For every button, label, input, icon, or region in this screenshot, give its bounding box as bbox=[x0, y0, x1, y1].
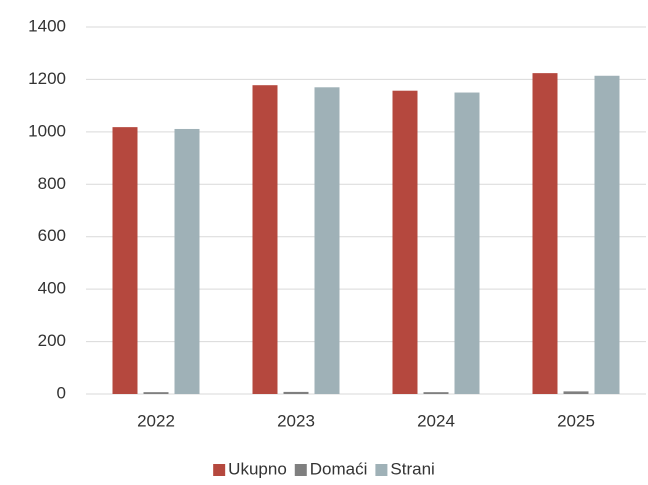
bar bbox=[423, 392, 449, 394]
bar bbox=[563, 391, 589, 394]
y-tick-label: 200 bbox=[38, 331, 66, 350]
bar bbox=[392, 90, 418, 394]
bar bbox=[112, 127, 138, 394]
y-tick-label: 800 bbox=[38, 174, 66, 193]
bar bbox=[252, 85, 278, 395]
legend-label: Domaći bbox=[310, 459, 368, 478]
y-tick-label: 1200 bbox=[28, 69, 66, 88]
legend-swatch bbox=[294, 464, 307, 476]
legend-swatch bbox=[375, 464, 388, 476]
x-tick-label: 2025 bbox=[557, 411, 595, 430]
y-tick-label: 400 bbox=[38, 279, 66, 298]
bar bbox=[143, 392, 169, 394]
y-tick-label: 600 bbox=[38, 226, 66, 245]
bar bbox=[314, 87, 340, 395]
legend-swatch bbox=[213, 464, 226, 476]
x-tick-label: 2024 bbox=[417, 411, 455, 430]
legend-label: Strani bbox=[390, 459, 434, 478]
y-tick-label: 1000 bbox=[28, 121, 66, 140]
bar bbox=[532, 73, 558, 394]
legend-label: Ukupno bbox=[228, 459, 287, 478]
y-tick-label: 0 bbox=[57, 383, 66, 402]
x-tick-label: 2023 bbox=[277, 411, 315, 430]
bar bbox=[594, 75, 620, 394]
bar bbox=[454, 92, 480, 395]
bar bbox=[283, 391, 309, 394]
x-tick-label: 2022 bbox=[137, 411, 175, 430]
bar bbox=[174, 128, 200, 394]
y-tick-label: 1400 bbox=[28, 16, 66, 35]
